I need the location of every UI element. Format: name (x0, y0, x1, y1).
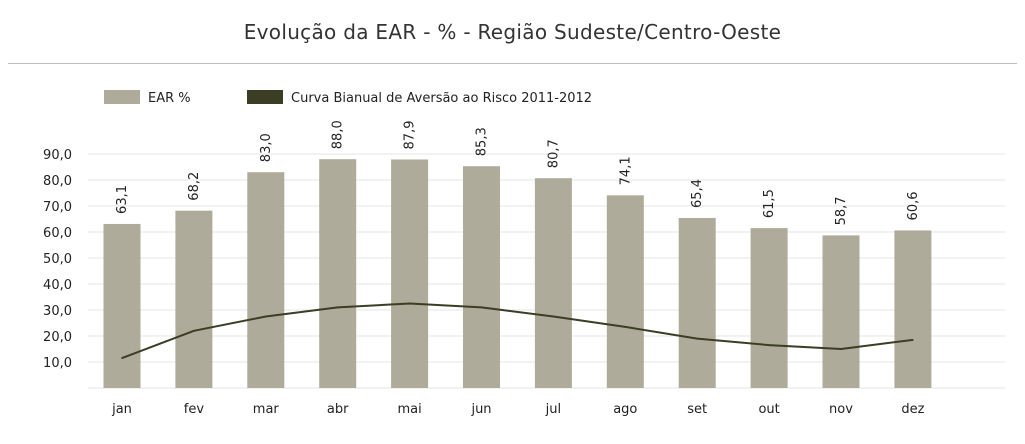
risk-curve-point (552, 315, 555, 318)
bar-value-label: 87,9 (403, 121, 418, 150)
y-tick-label: 70,0 (43, 200, 72, 215)
x-tick-label: out (758, 402, 779, 417)
y-tick-label: 90,0 (43, 148, 72, 163)
bar-dez (894, 230, 932, 388)
bar-value-label: 85,3 (475, 127, 490, 156)
x-tick-label: dez (901, 402, 924, 417)
y-tick-label: 30,0 (43, 304, 72, 319)
line-series (121, 302, 914, 360)
bar-ago (606, 195, 644, 388)
legend-label-risk-curve: Curva Bianual de Aversão ao Risco 2011-2… (291, 91, 592, 106)
risk-curve-point (912, 339, 914, 341)
bar-out (750, 228, 788, 388)
bar-value-label: 61,5 (762, 189, 777, 218)
bar-abr (319, 159, 357, 388)
x-tick-label: ago (613, 402, 637, 417)
legend-swatch-risk-curve (247, 90, 283, 104)
risk-curve-point (265, 315, 267, 318)
risk-curve-point (121, 357, 123, 359)
bar-jan (103, 223, 141, 388)
bar-jul (534, 178, 572, 388)
bar-value-labels: 63,1 68,2 83,0 88,0 87,9 85,3 80,7 74,1 65,4 61,5… (115, 120, 921, 225)
bar-value-label: 58,7 (834, 196, 849, 225)
risk-curve-point (193, 330, 195, 332)
y-tick-label: 80,0 (43, 174, 72, 189)
x-tick-label: mai (397, 402, 421, 417)
risk-curve-point (768, 344, 770, 346)
bar-fev (175, 210, 213, 388)
bar-nov (822, 235, 860, 388)
bar-jun (463, 166, 500, 388)
x-tick-label: mar (253, 402, 280, 417)
risk-curve-point (408, 302, 411, 305)
risk-curve-line (121, 302, 914, 360)
x-tick-label: nov (829, 402, 853, 417)
legend-label-ear: EAR % (148, 91, 191, 106)
bar-value-label: 83,0 (259, 133, 274, 162)
bar-series (103, 159, 932, 388)
x-tick-label: abr (327, 402, 349, 417)
risk-curve-point (624, 326, 627, 328)
x-tick-label: fev (184, 402, 205, 417)
chart-title: Evolução da EAR - % - Região Sudeste/Cen… (243, 20, 782, 44)
y-tick-label: 40,0 (43, 278, 72, 293)
y-tick-label: 50,0 (43, 252, 72, 267)
bar-mai (391, 159, 429, 388)
bar-value-label: 60,6 (906, 191, 921, 220)
title-divider (8, 63, 1017, 64)
risk-curve-point (336, 306, 339, 309)
legend: EAR % Curva Bianual de Aversão ao Risco … (104, 90, 592, 106)
risk-curve-point (840, 348, 842, 350)
x-tick-label: jul (545, 402, 561, 417)
bar-value-label: 65,4 (690, 179, 705, 208)
risk-curve-point (696, 337, 698, 340)
bar-mar (247, 172, 285, 388)
x-axis-ticks: jan fev mar abr mai jun jul ago set out nov dez (111, 402, 925, 417)
bar-value-label: 74,1 (618, 156, 633, 185)
x-tick-label: jun (470, 402, 491, 417)
bar-set (678, 217, 716, 388)
y-tick-label: 60,0 (43, 226, 72, 241)
y-axis-ticks: 10,0 20,0 30,0 40,0 50,0 60,0 70,0 80,0 90,0 (43, 148, 72, 371)
legend-swatch-ear (104, 90, 140, 104)
bar-value-label: 63,1 (115, 185, 130, 214)
bar-value-label: 88,0 (331, 120, 346, 149)
y-tick-label: 10,0 (43, 356, 72, 371)
y-tick-label: 20,0 (43, 330, 72, 345)
x-tick-label: set (687, 402, 707, 417)
bar-value-label: 68,2 (187, 172, 202, 201)
risk-curve-point (480, 306, 483, 309)
x-tick-label: jan (111, 402, 132, 417)
bar-value-label: 80,7 (546, 139, 561, 168)
